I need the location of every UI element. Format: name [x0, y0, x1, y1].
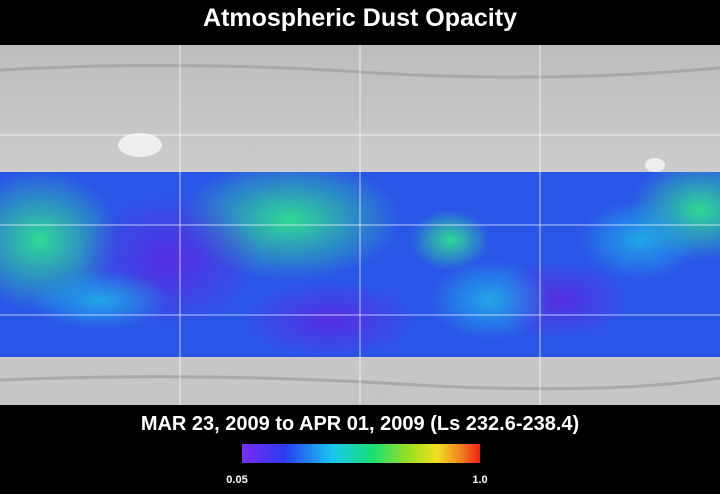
colorbar-max-label: 1.0: [472, 474, 487, 486]
colorbar-min-label: 0.05: [226, 474, 247, 486]
date-range: MAR 23, 2009 to APR 01, 2009 (Ls 232.6-2…: [141, 413, 579, 435]
colorbar: [242, 444, 480, 463]
map-title: Atmospheric Dust Opacity: [203, 4, 517, 32]
grid: [0, 45, 720, 405]
map: [0, 45, 720, 405]
